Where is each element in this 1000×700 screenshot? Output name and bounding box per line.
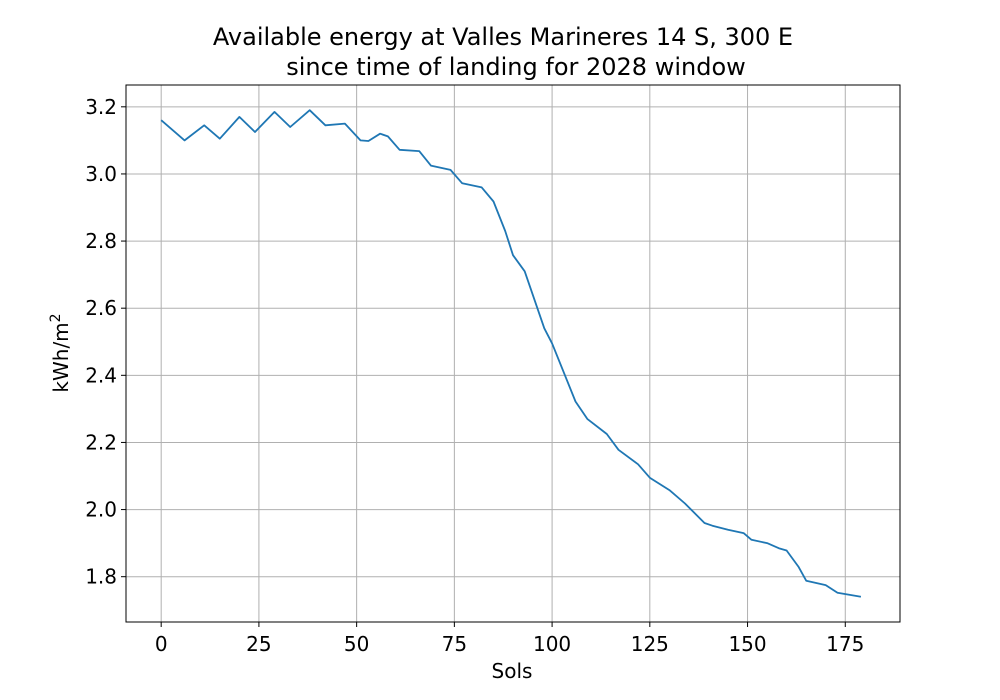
x-tick-label: 175 [826, 632, 864, 656]
x-axis-label: Sols [492, 659, 533, 683]
series-line [160, 109, 862, 598]
x-tick-label: 25 [246, 632, 271, 656]
x-tick-label: 100 [533, 632, 571, 656]
x-tick-label: 0 [155, 632, 168, 656]
chart-title-line-1: Available energy at Valles Marineres 14 … [213, 23, 793, 51]
y-axis-ticks: 1.8 2.0 2.2 2.4 2.6 2.8 3.0 3.2 [85, 95, 126, 589]
x-tick-label: 150 [728, 632, 766, 656]
x-tick-label: 125 [631, 632, 669, 656]
y-axis-label: kWh/m2 [48, 313, 73, 392]
y-tick-label: 2.2 [85, 430, 117, 454]
y-tick-label: 3.2 [85, 95, 117, 119]
y-tick-label: 1.8 [85, 565, 117, 589]
y-axis-label-base: kWh/m [49, 322, 73, 392]
y-axis-label-superscript: 2 [48, 313, 64, 322]
y-tick-label: 2.0 [85, 498, 117, 522]
y-tick-label: 3.0 [85, 162, 117, 186]
x-tick-label: 75 [442, 632, 467, 656]
plot-frame [125, 84, 901, 623]
y-tick-label: 2.4 [85, 363, 117, 387]
x-axis-ticks: 0 25 50 75 100 125 150 175 [155, 622, 864, 656]
x-tick-label: 50 [344, 632, 369, 656]
grid-lines [126, 85, 900, 622]
y-tick-label: 2.6 [85, 296, 117, 320]
y-tick-label: 2.8 [85, 229, 117, 253]
chart-title-line-2: since time of landing for 2028 window [286, 53, 746, 81]
